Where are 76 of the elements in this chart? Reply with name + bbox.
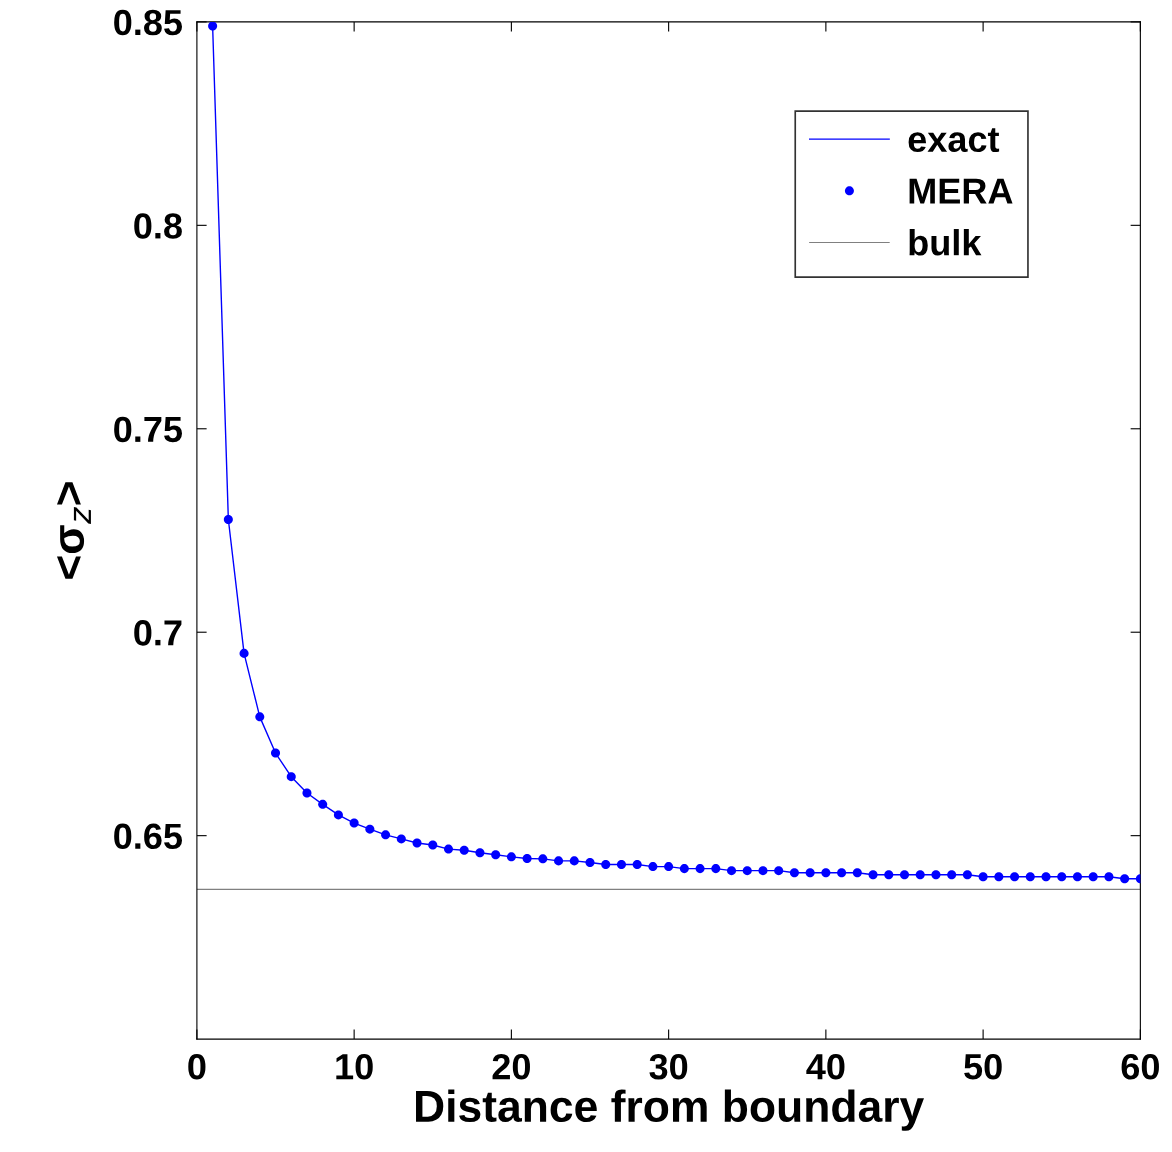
point	[821, 868, 831, 878]
point	[774, 866, 784, 876]
point	[569, 856, 579, 866]
y-tick-label: 0.7	[134, 620, 182, 646]
point	[208, 21, 218, 31]
x-tick-label: 20	[492, 1053, 530, 1080]
point	[994, 872, 1004, 882]
point	[978, 872, 988, 882]
point	[1010, 872, 1020, 882]
x-tick-label: 10	[336, 1053, 373, 1080]
point	[852, 868, 862, 878]
point	[868, 870, 878, 880]
point	[554, 856, 564, 866]
point	[365, 824, 375, 834]
point	[632, 860, 642, 870]
point	[742, 866, 752, 876]
point	[239, 648, 249, 658]
y-tick-label: 0.8	[134, 213, 182, 239]
point	[1057, 872, 1067, 882]
point	[491, 850, 501, 860]
y-tick-label: 0.65	[114, 823, 183, 850]
legend-label: MERA	[909, 178, 1013, 204]
point	[837, 868, 847, 878]
point	[805, 868, 815, 878]
point	[616, 860, 626, 870]
point	[947, 870, 957, 880]
y-tick-label: 0.85	[114, 9, 183, 36]
x-axis-title: Distance from boundary	[416, 1089, 924, 1131]
point	[789, 868, 799, 878]
point	[522, 853, 532, 863]
point	[664, 862, 674, 872]
point	[1104, 872, 1114, 882]
point	[302, 788, 312, 798]
point	[333, 810, 343, 820]
point	[727, 866, 737, 876]
legend-label: bulk	[909, 229, 982, 256]
point	[428, 840, 438, 850]
point	[1041, 872, 1051, 882]
point	[679, 864, 689, 874]
x-tick-label: 50	[964, 1053, 1002, 1080]
point	[396, 834, 406, 844]
point	[271, 748, 281, 758]
point	[1025, 872, 1035, 882]
point	[884, 870, 894, 880]
point	[648, 862, 658, 872]
point	[286, 772, 296, 782]
point	[475, 848, 485, 858]
point	[381, 830, 391, 840]
point	[711, 864, 721, 874]
point	[962, 870, 972, 880]
point	[506, 852, 516, 862]
point	[318, 799, 328, 809]
point	[1120, 874, 1130, 884]
point	[899, 870, 910, 880]
point	[255, 712, 265, 722]
point	[695, 864, 705, 874]
point	[915, 870, 925, 880]
x-tick-label: 30	[649, 1053, 688, 1080]
point	[538, 854, 548, 864]
point	[1088, 872, 1098, 882]
point	[931, 870, 941, 880]
y-tick-label: 0.75	[114, 416, 183, 443]
y-axis-title: <σ$_{z}$>	[56, 482, 91, 579]
point	[412, 838, 422, 848]
x-tick-label: 40	[806, 1053, 845, 1080]
point	[758, 866, 768, 876]
x-tick-label: 60	[1121, 1053, 1159, 1080]
point	[223, 515, 233, 525]
point	[585, 858, 595, 868]
point	[601, 860, 611, 870]
x-tick-label: 0	[188, 1053, 206, 1080]
point	[443, 844, 453, 854]
point	[1072, 872, 1082, 882]
point	[459, 845, 469, 855]
point	[349, 818, 359, 828]
legend-label: exact	[908, 128, 1000, 153]
